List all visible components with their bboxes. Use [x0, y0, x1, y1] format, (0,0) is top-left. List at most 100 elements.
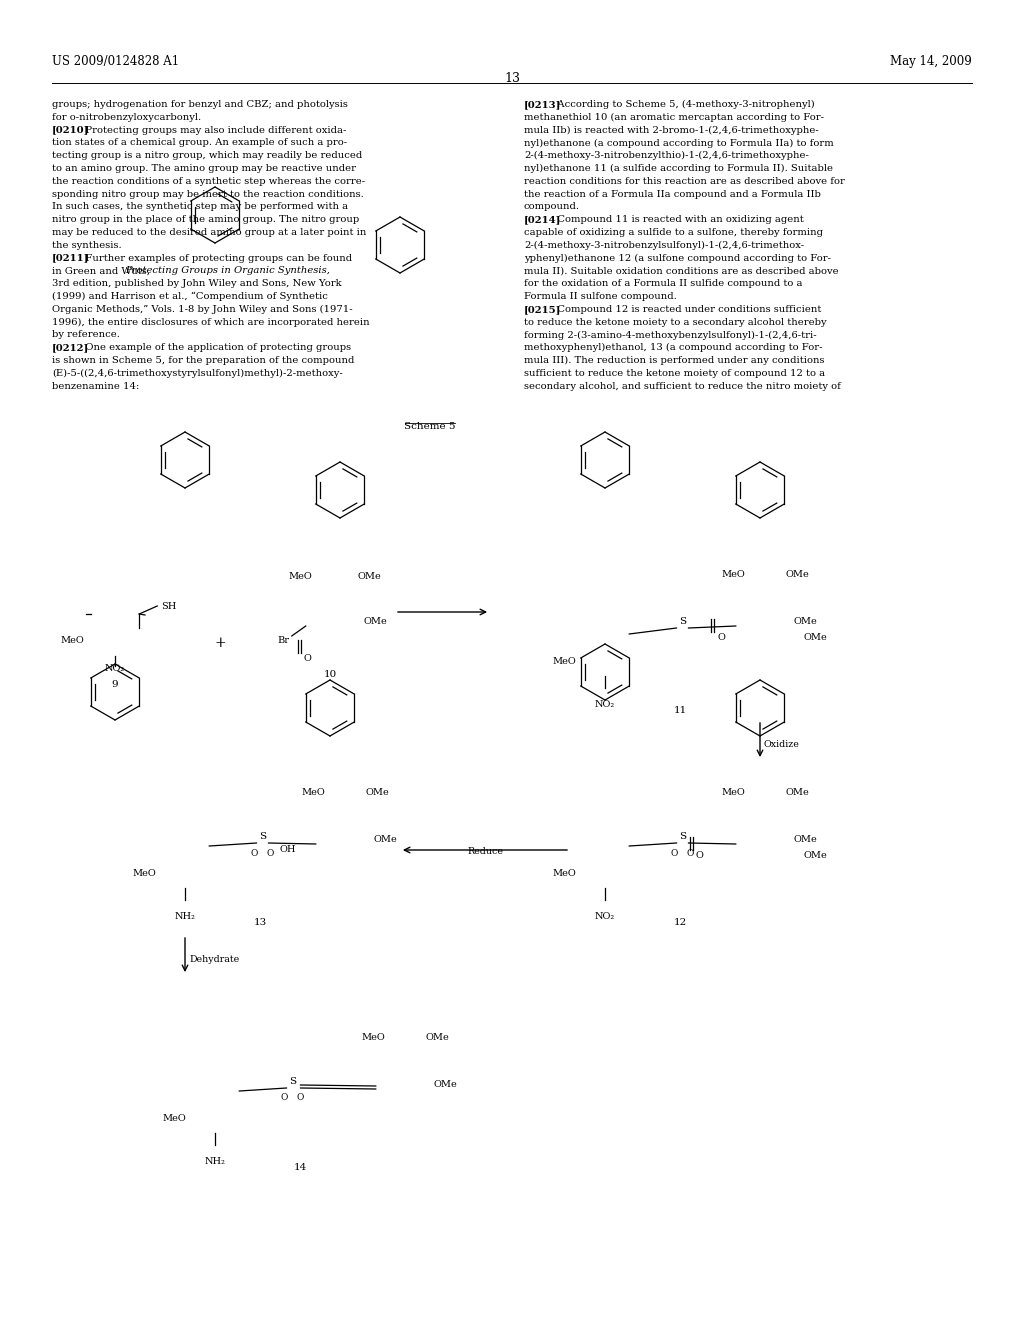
Text: O: O [251, 849, 258, 858]
Text: S: S [259, 832, 266, 841]
Text: Oxidize: Oxidize [764, 741, 800, 748]
Text: OMe: OMe [433, 1080, 457, 1089]
Text: Scheme 5: Scheme 5 [404, 422, 456, 432]
Text: Br: Br [278, 636, 290, 645]
Text: 3rd edition, published by John Wiley and Sons, New York: 3rd edition, published by John Wiley and… [52, 280, 342, 288]
Text: 11: 11 [674, 706, 687, 715]
Text: 12: 12 [674, 917, 687, 927]
Text: reaction conditions for this reaction are as described above for: reaction conditions for this reaction ar… [524, 177, 845, 186]
Text: OH: OH [280, 845, 296, 854]
Text: mula IIb) is reacted with 2-bromo-1-(2,4,6-trimethoxyphe-: mula IIb) is reacted with 2-bromo-1-(2,4… [524, 125, 819, 135]
Text: According to Scheme 5, (4-methoxy-3-nitrophenyl): According to Scheme 5, (4-methoxy-3-nitr… [548, 100, 814, 110]
Text: MeO: MeO [288, 572, 312, 581]
Text: O: O [671, 849, 678, 858]
Text: forming 2-(3-amino-4-methoxybenzylsulfonyl)-1-(2,4,6-tri-: forming 2-(3-amino-4-methoxybenzylsulfon… [524, 330, 816, 339]
Text: O: O [281, 1093, 288, 1102]
Text: OMe: OMe [785, 570, 809, 579]
Text: Dehydrate: Dehydrate [189, 954, 240, 964]
Text: nitro group in the place of the amino group. The nitro group: nitro group in the place of the amino gr… [52, 215, 359, 224]
Text: to reduce the ketone moiety to a secondary alcohol thereby: to reduce the ketone moiety to a seconda… [524, 318, 826, 326]
Text: methoxyphenyl)ethanol, 13 (a compound according to For-: methoxyphenyl)ethanol, 13 (a compound ac… [524, 343, 822, 352]
Text: O: O [297, 1093, 304, 1102]
Text: May 14, 2009: May 14, 2009 [890, 55, 972, 69]
Text: OMe: OMe [785, 788, 809, 797]
Text: MeO: MeO [301, 788, 325, 797]
Text: [0210]: [0210] [52, 125, 89, 135]
Text: O: O [717, 634, 725, 642]
Text: S: S [289, 1077, 296, 1086]
Text: groups; hydrogenation for benzyl and CBZ; and photolysis: groups; hydrogenation for benzyl and CBZ… [52, 100, 348, 110]
Text: in Green and Wuts,: in Green and Wuts, [52, 267, 154, 276]
Text: mula III). The reduction is performed under any conditions: mula III). The reduction is performed un… [524, 356, 824, 366]
Text: NH₂: NH₂ [205, 1158, 225, 1166]
Text: 9: 9 [112, 680, 119, 689]
Text: Protecting Groups in Organic Synthesis,: Protecting Groups in Organic Synthesis, [125, 267, 330, 276]
Text: O: O [267, 849, 274, 858]
Text: compound.: compound. [524, 202, 580, 211]
Text: 2-(4-methoxy-3-nitrobenzylsulfonyl)-1-(2,4,6-trimethox-: 2-(4-methoxy-3-nitrobenzylsulfonyl)-1-(2… [524, 240, 804, 249]
Text: nyl)ethanone (a compound according to Formula IIa) to form: nyl)ethanone (a compound according to Fo… [524, 139, 834, 148]
Text: sponding nitro group may be inert to the reaction conditions.: sponding nitro group may be inert to the… [52, 190, 364, 198]
Text: Further examples of protecting groups can be found: Further examples of protecting groups ca… [76, 253, 352, 263]
Text: NO₂: NO₂ [595, 912, 615, 921]
Text: US 2009/0124828 A1: US 2009/0124828 A1 [52, 55, 179, 69]
Text: 14: 14 [293, 1163, 306, 1172]
Text: +: + [214, 636, 226, 649]
Text: Compound 11 is reacted with an oxidizing agent: Compound 11 is reacted with an oxidizing… [548, 215, 804, 224]
Text: (1999) and Harrison et al., “Compendium of Synthetic: (1999) and Harrison et al., “Compendium … [52, 292, 328, 301]
Text: O: O [687, 849, 694, 858]
Text: 10: 10 [324, 671, 337, 678]
Text: mula II). Suitable oxidation conditions are as described above: mula II). Suitable oxidation conditions … [524, 267, 839, 276]
Text: In such cases, the synthetic step may be performed with a: In such cases, the synthetic step may be… [52, 202, 348, 211]
Text: OMe: OMe [362, 616, 387, 626]
Text: NO₂: NO₂ [595, 700, 615, 709]
Text: is shown in Scheme 5, for the preparation of the compound: is shown in Scheme 5, for the preparatio… [52, 356, 354, 366]
Text: MeO: MeO [162, 1114, 185, 1123]
Text: NO₂: NO₂ [104, 664, 125, 673]
Text: Compound 12 is reacted under conditions sufficient: Compound 12 is reacted under conditions … [548, 305, 821, 314]
Text: the synthesis.: the synthesis. [52, 240, 122, 249]
Text: MeO: MeO [721, 788, 745, 797]
Text: tecting group is a nitro group, which may readily be reduced: tecting group is a nitro group, which ma… [52, 152, 362, 160]
Text: OMe: OMe [803, 851, 826, 861]
Text: OMe: OMe [365, 788, 389, 797]
Text: [0215]: [0215] [524, 305, 561, 314]
Text: OMe: OMe [803, 634, 826, 642]
Text: tion states of a chemical group. An example of such a pro-: tion states of a chemical group. An exam… [52, 139, 347, 148]
Text: methanethiol 10 (an aromatic mercaptan according to For-: methanethiol 10 (an aromatic mercaptan a… [524, 112, 824, 121]
Text: 13: 13 [253, 917, 266, 927]
Text: S: S [679, 832, 686, 841]
Text: Formula II sulfone compound.: Formula II sulfone compound. [524, 292, 677, 301]
Text: [0212]: [0212] [52, 343, 89, 352]
Text: Organic Methods,” Vols. 1-8 by John Wiley and Sons (1971-: Organic Methods,” Vols. 1-8 by John Wile… [52, 305, 352, 314]
Text: NH₂: NH₂ [174, 912, 196, 921]
Text: 13: 13 [504, 73, 520, 84]
Text: benzenamine 14:: benzenamine 14: [52, 381, 139, 391]
Text: yphenyl)ethanone 12 (a sulfone compound according to For-: yphenyl)ethanone 12 (a sulfone compound … [524, 253, 831, 263]
Text: to an amino group. The amino group may be reactive under: to an amino group. The amino group may b… [52, 164, 356, 173]
Text: OMe: OMe [425, 1034, 449, 1041]
Text: OMe: OMe [358, 572, 382, 581]
Text: [0214]: [0214] [524, 215, 561, 224]
Text: MeO: MeO [721, 570, 745, 579]
Text: secondary alcohol, and sufficient to reduce the nitro moiety of: secondary alcohol, and sufficient to red… [524, 381, 841, 391]
Text: capable of oxidizing a sulfide to a sulfone, thereby forming: capable of oxidizing a sulfide to a sulf… [524, 228, 823, 238]
Text: by reference.: by reference. [52, 330, 120, 339]
Text: nyl)ethanone 11 (a sulfide according to Formula II). Suitable: nyl)ethanone 11 (a sulfide according to … [524, 164, 833, 173]
Text: MeO: MeO [132, 869, 156, 878]
Text: MeO: MeO [552, 869, 575, 878]
Text: the reaction conditions of a synthetic step whereas the corre-: the reaction conditions of a synthetic s… [52, 177, 366, 186]
Text: S: S [679, 616, 686, 626]
Text: One example of the application of protecting groups: One example of the application of protec… [76, 343, 351, 352]
Text: [0213]: [0213] [524, 100, 561, 110]
Text: sufficient to reduce the ketone moiety of compound 12 to a: sufficient to reduce the ketone moiety o… [524, 368, 825, 378]
Text: OMe: OMe [793, 616, 817, 626]
Text: for o-nitrobenzyloxycarbonyl.: for o-nitrobenzyloxycarbonyl. [52, 112, 201, 121]
Text: SH: SH [161, 602, 176, 611]
Text: (E)-5-((2,4,6-trimethoxystyrylsulfonyl)methyl)-2-methoxy-: (E)-5-((2,4,6-trimethoxystyrylsulfonyl)m… [52, 368, 343, 378]
Text: OMe: OMe [793, 836, 817, 843]
Text: 2-(4-methoxy-3-nitrobenzylthio)-1-(2,4,6-trimethoxyphe-: 2-(4-methoxy-3-nitrobenzylthio)-1-(2,4,6… [524, 152, 809, 160]
Text: Protecting groups may also include different oxida-: Protecting groups may also include diffe… [76, 125, 346, 135]
Text: OMe: OMe [373, 836, 396, 843]
Text: Reduce: Reduce [467, 847, 503, 855]
